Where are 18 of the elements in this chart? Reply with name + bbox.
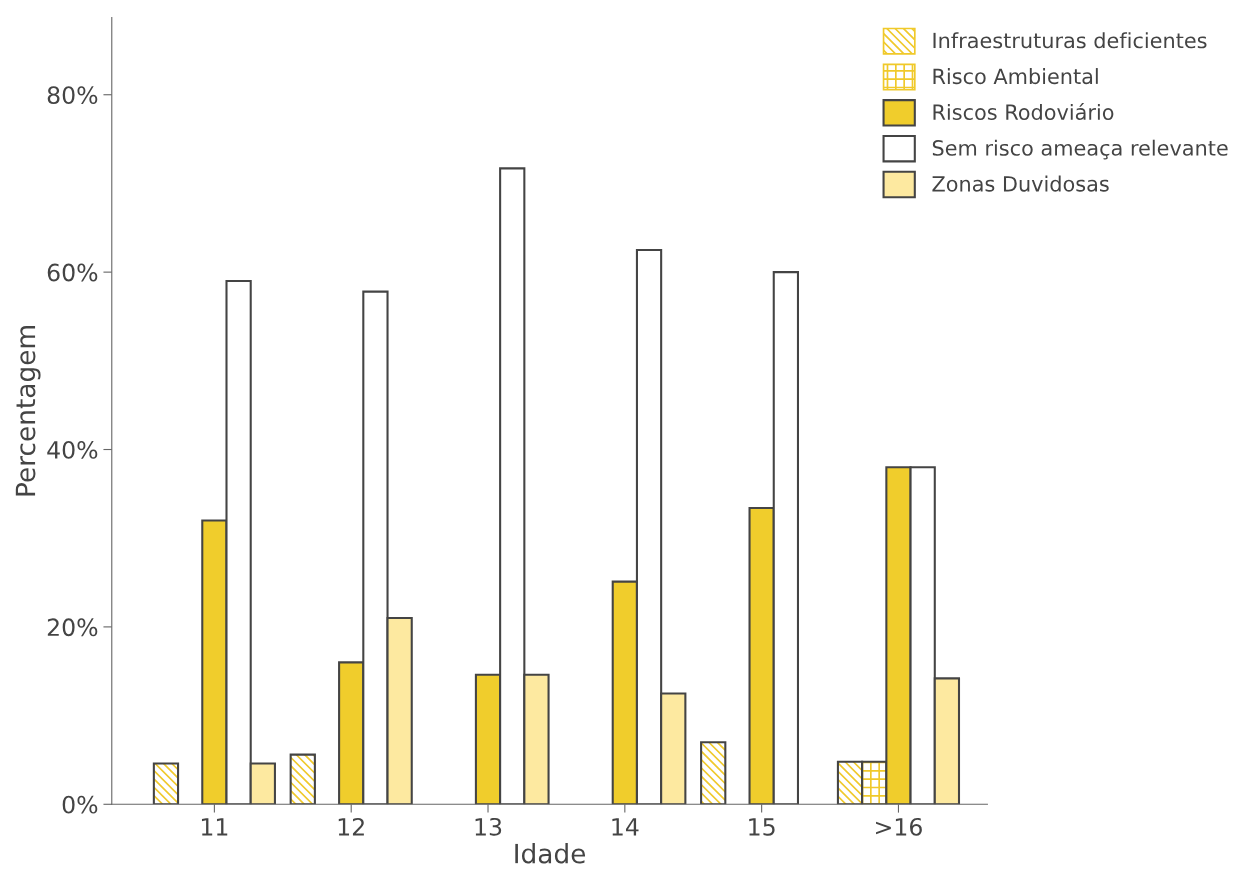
y-tick-label: 40% [47, 440, 98, 459]
legend-label: Zonas Duvidosas [932, 175, 1109, 192]
x-tick-label: 14 [612, 818, 639, 836]
y-tick-label: 60% [47, 263, 98, 282]
legend-label: Sem risco ameaça relevante [932, 139, 1228, 160]
y-tick-label: 80% [47, 86, 98, 105]
x-tick-label: 11 [201, 818, 228, 836]
y-tick-label: 0% [62, 795, 98, 814]
x-tick-label: 15 [749, 818, 775, 836]
y-tick-label: 20% [47, 618, 98, 637]
legend-label: Infraestruturas deficientes [933, 32, 1207, 49]
x-tick-label: >16 [876, 817, 922, 836]
x-axis-title: Idade [515, 843, 586, 864]
legend-label: Risco Ambiental [933, 68, 1098, 85]
y-axis-title: Percentagem [15, 326, 41, 496]
x-tick-label: 13 [475, 817, 502, 836]
legend-label: Riscos Rodoviário [933, 103, 1114, 121]
x-tick-label: 12 [338, 817, 364, 836]
